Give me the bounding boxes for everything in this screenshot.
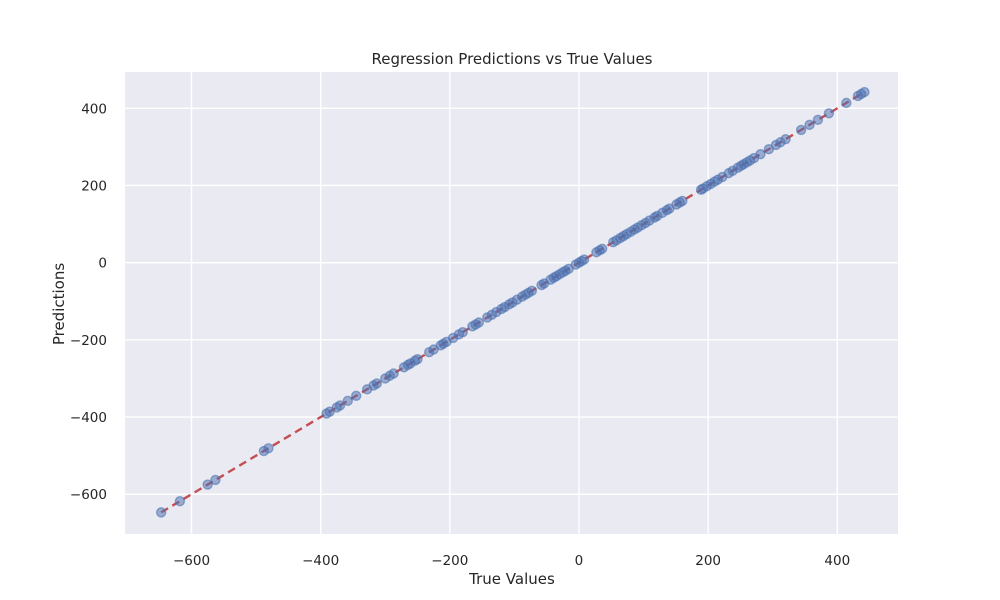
data-point	[210, 474, 221, 486]
data-points-layer	[155, 86, 870, 518]
data-point	[174, 495, 186, 507]
grid-lines	[125, 72, 898, 534]
tick-labels-layer: −600 −400 −200 0 200 400 −600 −400 −200 0 200 400	[70, 101, 850, 569]
chart-title: Regression Predictions vs True Values	[371, 50, 652, 68]
x-tick-label: −400	[302, 553, 339, 569]
data-point	[388, 368, 399, 379]
data-point	[841, 97, 852, 109]
data-point	[578, 254, 590, 265]
data-point	[350, 390, 362, 402]
data-point	[859, 86, 870, 98]
x-tick-label: −600	[173, 553, 210, 569]
y-tick-label: 400	[81, 101, 107, 117]
x-tick-label: 400	[824, 553, 850, 569]
x-axis-label: True Values	[468, 570, 555, 588]
data-point	[755, 149, 766, 160]
data-point	[263, 443, 274, 454]
data-point	[371, 378, 383, 389]
y-tick-label: 200	[81, 178, 107, 194]
data-point	[795, 124, 807, 136]
data-point	[780, 133, 791, 145]
data-point	[202, 479, 213, 490]
data-point	[334, 400, 346, 411]
y-tick-label: −600	[70, 487, 107, 503]
y-tick-label: −200	[70, 333, 107, 349]
x-tick-label: 200	[695, 553, 721, 569]
data-point	[457, 326, 468, 338]
data-point	[473, 317, 485, 328]
data-point	[155, 507, 167, 518]
data-point	[812, 114, 824, 126]
x-tick-label: −200	[431, 553, 468, 569]
data-point	[677, 195, 688, 207]
data-point	[804, 119, 815, 131]
y-tick-label: −400	[70, 410, 107, 426]
data-point	[412, 353, 423, 365]
data-point	[342, 395, 353, 407]
y-axis-label: Predictions	[50, 263, 68, 346]
data-point	[823, 108, 835, 119]
y-tick-label: 0	[98, 256, 107, 272]
x-tick-label: 0	[575, 553, 584, 569]
data-point	[526, 285, 538, 297]
data-point	[597, 243, 608, 254]
